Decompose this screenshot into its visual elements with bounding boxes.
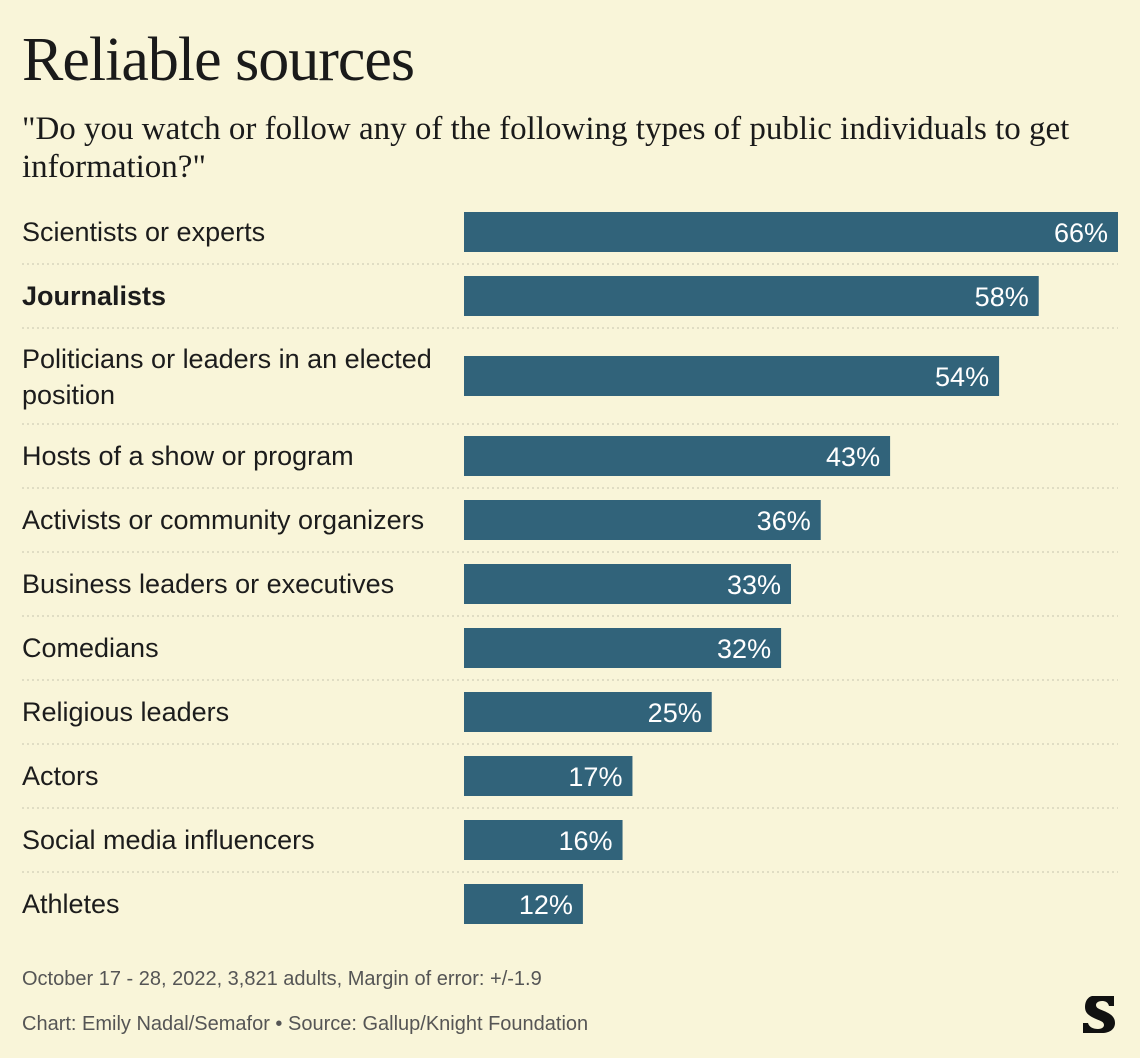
chart-credit: Chart: Emily Nadal/Semafor • Source: Gal… (22, 1013, 589, 1035)
value-label-athletes: 12% (519, 890, 573, 920)
category-label-actors: Actors (22, 761, 99, 791)
category-label-scientists-or-experts: Scientists or experts (22, 217, 265, 247)
value-label-hosts-of-a-show-or-program: 43% (826, 442, 880, 472)
category-label-activists-or-community-organizers: Activists or community organizers (22, 505, 424, 535)
value-label-actors: 17% (568, 762, 622, 792)
bar-business-leaders-or-executives (464, 564, 791, 604)
value-label-comedians: 32% (717, 634, 771, 664)
bar-comedians (464, 628, 782, 668)
semafor-s-logo-icon (1083, 996, 1115, 1033)
chart-title: Reliable sources (22, 26, 415, 94)
category-label-athletes: Athletes (22, 889, 120, 919)
bar-hosts-of-a-show-or-program (464, 436, 891, 476)
value-label-business-leaders-or-executives: 33% (727, 570, 781, 600)
bar-social-media-influencers (464, 820, 623, 860)
value-label-religious-leaders: 25% (648, 698, 702, 728)
category-label-religious-leaders: Religious leaders (22, 697, 229, 727)
survey-note: October 17 - 28, 2022, 3,821 adults, Mar… (22, 968, 542, 990)
bar-scientists-or-experts (464, 212, 1118, 252)
category-label-social-media-influencers: Social media influencers (22, 825, 315, 855)
chart-subtitle: "Do you watch or follow any of the follo… (22, 111, 1070, 185)
bar-activists-or-community-organizers (464, 500, 821, 540)
category-label-business-leaders-or-executives: Business leaders or executives (22, 569, 394, 599)
category-label-comedians: Comedians (22, 633, 159, 663)
value-label-journalists: 58% (975, 282, 1029, 312)
value-label-politicians-or-leaders-in-an-elected-position: 54% (935, 362, 989, 392)
value-label-scientists-or-experts: 66% (1054, 218, 1108, 248)
bar-journalists (464, 276, 1039, 316)
value-label-activists-or-community-organizers: 36% (757, 506, 811, 536)
category-label-journalists: Journalists (22, 281, 166, 311)
category-label-politicians-or-leaders-in-an-elected-position: Politicians or leaders in an elected posi… (22, 344, 432, 410)
bar-actors (464, 756, 633, 796)
bar-athletes (464, 884, 583, 924)
category-label-hosts-of-a-show-or-program: Hosts of a show or program (22, 441, 354, 471)
bar-religious-leaders (464, 692, 712, 732)
bar-politicians-or-leaders-in-an-elected-position (464, 356, 1000, 396)
value-label-social-media-influencers: 16% (558, 826, 612, 856)
